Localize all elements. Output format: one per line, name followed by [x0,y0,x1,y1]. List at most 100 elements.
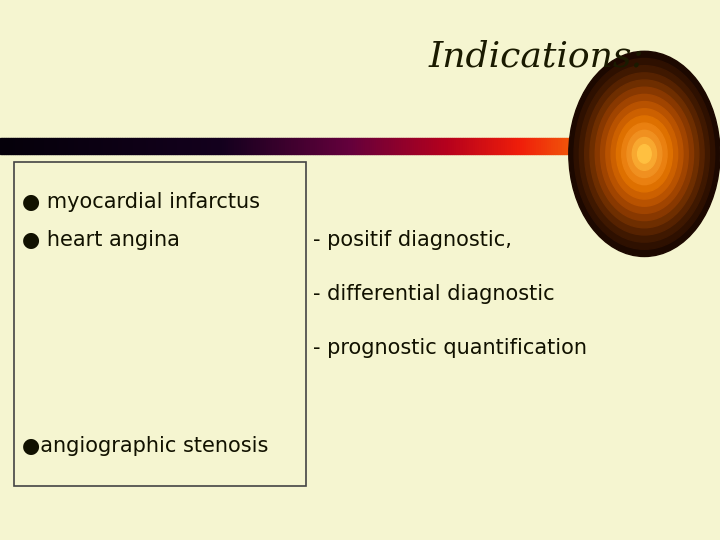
Bar [25,138,27,154]
Bar [50,138,53,154]
Bar [382,138,384,154]
Bar [281,138,283,154]
Bar [435,138,437,154]
Bar [228,138,230,154]
Bar [378,138,380,154]
Bar [323,138,325,154]
Text: - positif diagnostic,: - positif diagnostic, [313,230,512,251]
Bar [262,138,264,154]
Bar [319,138,321,154]
Bar [486,138,488,154]
Bar [500,138,503,154]
Bar [518,138,520,154]
Bar [197,138,199,154]
Bar [602,138,604,154]
Bar [369,138,372,154]
Bar [91,138,93,154]
Bar [566,138,568,154]
Bar [387,138,389,154]
Text: - prognostic quantification: - prognostic quantification [313,338,588,359]
Bar [562,138,564,154]
Bar [45,138,47,154]
Bar [340,138,342,154]
Bar [625,138,627,154]
Bar [530,138,532,154]
Bar [224,138,226,154]
Bar [543,138,545,154]
Bar [511,138,513,154]
Bar [245,138,247,154]
Bar [617,138,618,154]
Bar [460,138,462,154]
Bar [237,138,238,154]
Bar [17,138,19,154]
Bar [215,138,217,154]
Bar [606,138,608,154]
Bar [469,138,471,154]
Bar [156,138,158,154]
Bar [579,138,581,154]
Bar [0,138,2,154]
Bar [120,138,122,154]
Bar [53,138,55,154]
Bar [376,138,378,154]
Bar [344,138,346,154]
Bar [480,138,482,154]
Bar [437,138,439,154]
Bar [403,138,405,154]
Bar [217,138,220,154]
Bar [585,138,587,154]
Bar [158,138,161,154]
Bar [240,138,243,154]
Bar [488,138,490,154]
Bar [48,138,50,154]
Bar [631,138,634,154]
Bar [102,138,104,154]
Bar [19,138,21,154]
Bar [539,138,541,154]
Bar [532,138,534,154]
Bar [42,138,45,154]
Bar [122,138,125,154]
Bar [145,138,148,154]
Bar [464,138,467,154]
Bar [401,138,403,154]
Bar [298,138,300,154]
Bar [361,138,364,154]
Bar [448,138,450,154]
Bar [611,138,613,154]
Bar [294,138,296,154]
Bar [296,138,298,154]
Bar [260,138,262,154]
Bar [256,138,258,154]
Bar [272,138,274,154]
Bar [547,138,549,154]
Bar [174,138,175,154]
Bar [477,138,480,154]
Bar [304,138,306,154]
Ellipse shape [580,66,709,242]
Bar [133,138,135,154]
Ellipse shape [638,145,651,163]
Bar [336,138,338,154]
Bar [143,138,145,154]
Bar [243,138,245,154]
Bar [581,138,583,154]
Bar [353,138,355,154]
Bar [328,138,330,154]
Ellipse shape [600,94,688,213]
Bar [99,138,102,154]
Bar [63,138,66,154]
Bar [572,138,575,154]
Bar [522,138,523,154]
Bar [55,138,57,154]
Bar [509,138,511,154]
Bar [152,138,154,154]
Bar [6,138,9,154]
Bar [199,138,201,154]
Bar [395,138,397,154]
Bar [171,138,174,154]
Bar [266,138,269,154]
Bar [593,138,595,154]
Bar [9,138,11,154]
